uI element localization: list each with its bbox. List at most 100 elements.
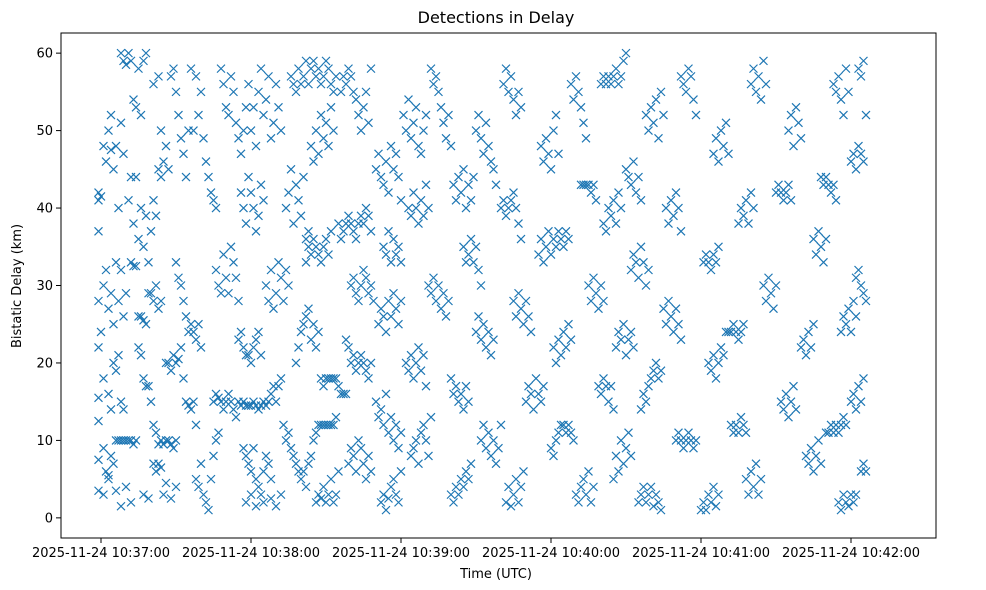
data-point	[466, 459, 476, 469]
data-point	[371, 397, 381, 407]
data-point	[431, 71, 441, 81]
data-point	[856, 397, 866, 407]
data-point	[661, 203, 671, 213]
data-point	[109, 459, 118, 469]
data-point	[849, 149, 858, 159]
data-point	[716, 343, 726, 352]
data-point	[419, 350, 428, 360]
data-point	[259, 497, 268, 507]
data-point	[774, 180, 783, 190]
data-point	[306, 64, 316, 74]
data-point	[469, 257, 478, 267]
data-point	[169, 443, 178, 453]
data-point	[859, 157, 868, 166]
data-point	[221, 273, 231, 283]
data-point	[616, 203, 626, 213]
data-point	[374, 412, 383, 422]
data-point	[271, 79, 281, 89]
data-point	[481, 343, 491, 352]
data-point	[536, 397, 546, 407]
data-point	[554, 335, 563, 345]
data-point	[739, 211, 748, 221]
data-point	[736, 327, 746, 337]
data-point	[829, 180, 838, 190]
data-point	[351, 366, 361, 376]
data-point	[294, 64, 303, 74]
data-point	[579, 118, 588, 128]
data-point	[441, 312, 451, 321]
data-point	[786, 397, 796, 407]
data-point	[356, 126, 366, 136]
data-point	[614, 188, 623, 197]
data-point	[414, 219, 423, 228]
data-point	[421, 180, 431, 190]
data-point	[574, 497, 583, 507]
data-point	[169, 64, 178, 74]
data-point	[391, 304, 401, 314]
data-point	[859, 459, 868, 469]
data-point	[391, 490, 401, 500]
y-tick-label: 50	[36, 124, 53, 139]
data-point	[309, 56, 318, 66]
data-point	[209, 195, 218, 205]
data-point	[599, 374, 608, 383]
data-point	[111, 366, 121, 376]
data-point	[599, 296, 608, 306]
data-point	[424, 451, 433, 461]
data-point	[406, 350, 416, 360]
data-point	[296, 474, 306, 484]
data-point	[264, 459, 273, 469]
data-point	[629, 157, 638, 166]
data-point	[311, 126, 321, 136]
data-point	[541, 242, 551, 252]
data-point	[154, 304, 163, 314]
data-point	[334, 466, 343, 476]
data-point	[444, 110, 453, 120]
data-point	[839, 490, 848, 500]
data-point	[624, 172, 633, 182]
data-point	[764, 273, 773, 283]
data-point	[656, 366, 666, 376]
data-point	[384, 226, 393, 236]
data-point	[134, 312, 143, 321]
data-point	[191, 71, 201, 81]
data-point	[144, 288, 153, 298]
data-point	[509, 490, 518, 500]
data-point	[714, 242, 723, 252]
data-point	[169, 350, 178, 360]
data-point	[859, 288, 868, 298]
data-point	[234, 335, 243, 345]
data-point	[146, 226, 156, 236]
data-point	[834, 497, 843, 507]
data-point	[644, 265, 653, 275]
data-point	[846, 397, 856, 407]
data-point	[196, 459, 206, 469]
data-point	[521, 397, 531, 407]
data-point	[629, 250, 638, 259]
data-point	[756, 95, 766, 105]
data-point	[836, 95, 846, 105]
data-point	[174, 354, 183, 364]
data-point	[251, 501, 261, 511]
data-point	[701, 250, 711, 259]
data-point	[691, 110, 701, 120]
data-point	[641, 397, 651, 407]
data-point	[511, 474, 521, 484]
data-point	[561, 343, 571, 352]
data-point	[436, 102, 446, 112]
data-point	[341, 335, 351, 345]
data-point	[841, 319, 851, 329]
data-point	[146, 288, 156, 298]
data-point	[274, 257, 283, 267]
data-point	[161, 435, 171, 445]
data-point	[154, 459, 163, 469]
data-point	[374, 149, 383, 159]
data-point	[229, 87, 238, 97]
data-point	[96, 192, 106, 201]
x-tick-label: 2025-11-24 10:37:00	[32, 546, 170, 561]
data-point	[301, 56, 311, 66]
data-point	[364, 451, 373, 461]
data-point	[591, 288, 601, 298]
data-point	[451, 381, 461, 391]
data-point	[729, 319, 738, 329]
